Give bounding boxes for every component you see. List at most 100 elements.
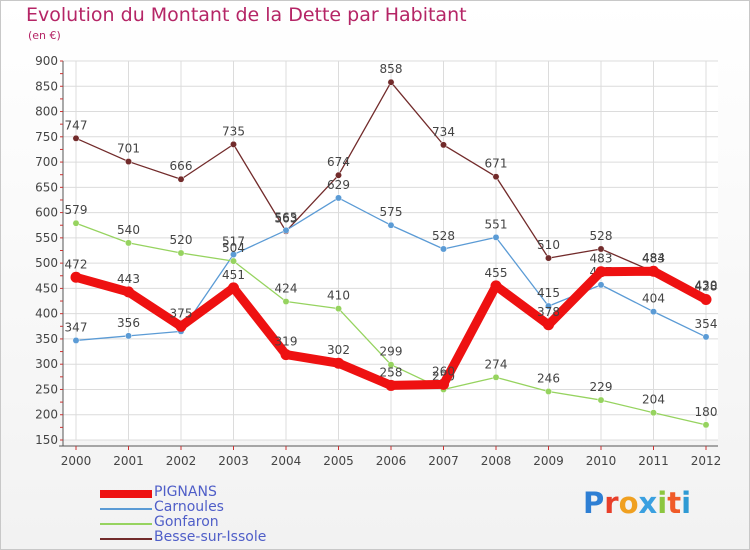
- x-tick-label: 2008: [481, 454, 512, 468]
- data-label: 563: [275, 211, 298, 225]
- data-point: [545, 302, 552, 310]
- y-tick-label: 650: [35, 180, 58, 194]
- x-tick-label: 2012: [691, 454, 722, 468]
- data-label: 734: [432, 125, 455, 139]
- data-label: 540: [117, 223, 140, 237]
- data-label: 520: [170, 233, 193, 247]
- data-label: 455: [485, 266, 508, 280]
- logo-letter: i: [681, 486, 692, 520]
- legend-swatch: [100, 538, 152, 540]
- logo-letter: i: [657, 486, 668, 520]
- legend-label: PIGNANS: [154, 484, 217, 500]
- y-tick-label: 150: [35, 433, 58, 447]
- data-label: 378: [537, 305, 560, 319]
- data-label: 671: [485, 157, 508, 171]
- logo-letter: t: [667, 486, 682, 520]
- data-point: [125, 332, 132, 340]
- data-label: 246: [537, 371, 560, 385]
- data-point: [702, 333, 710, 341]
- data-point: [72, 134, 80, 142]
- legend-swatch: [100, 523, 152, 525]
- data-point: [230, 140, 237, 148]
- x-tick-label: 2010: [586, 454, 617, 468]
- data-label: 274: [485, 357, 508, 371]
- data-point: [177, 249, 185, 257]
- data-point: [387, 361, 395, 369]
- data-point: [650, 308, 657, 316]
- y-tick-label: 550: [35, 231, 58, 245]
- y-tick-label: 750: [35, 130, 58, 144]
- y-tick-label: 800: [35, 105, 58, 119]
- y-tick-label: 900: [35, 54, 58, 68]
- data-point: [280, 349, 292, 361]
- data-point: [597, 245, 605, 253]
- y-tick-label: 700: [35, 155, 58, 169]
- data-point: [650, 409, 657, 417]
- y-tick-label: 400: [35, 307, 58, 321]
- y-tick-label: 250: [35, 382, 58, 396]
- logo-letter: x: [638, 486, 658, 520]
- data-label: 375: [170, 306, 193, 320]
- x-tick-label: 2003: [218, 454, 249, 468]
- data-label: 484: [642, 251, 665, 265]
- data-point: [125, 239, 132, 247]
- data-label: 229: [590, 380, 613, 394]
- x-tick-label: 2002: [166, 454, 197, 468]
- data-point: [72, 219, 80, 227]
- y-tick-label: 850: [35, 79, 58, 93]
- legend-swatch: [100, 490, 152, 498]
- data-label: 510: [537, 238, 560, 252]
- data-point: [597, 396, 605, 404]
- data-point: [492, 373, 500, 381]
- data-point: [387, 221, 395, 229]
- data-point: [125, 158, 132, 166]
- legend-swatch: [100, 508, 152, 510]
- data-point: [492, 233, 500, 241]
- data-point: [702, 421, 710, 429]
- data-label: 858: [380, 62, 403, 76]
- legend-label: Gonfaron: [154, 514, 219, 530]
- x-tick-label: 2001: [113, 454, 144, 468]
- x-tick-label: 2007: [428, 454, 459, 468]
- x-tick-label: 2009: [533, 454, 564, 468]
- x-tick-label: 2000: [61, 454, 92, 468]
- data-label: 629: [327, 178, 350, 192]
- data-point: [282, 226, 290, 234]
- legend-label: Besse-sur-Issole: [154, 529, 267, 545]
- data-label: 302: [327, 343, 350, 357]
- x-tick-label: 2006: [376, 454, 407, 468]
- data-point: [335, 305, 342, 313]
- data-label: 701: [117, 142, 140, 156]
- logo-letter: o: [618, 486, 639, 520]
- data-point: [545, 254, 552, 262]
- y-tick-label: 600: [35, 206, 58, 220]
- logo-letter: r: [604, 486, 619, 520]
- chart-subtitle: (en €): [28, 29, 61, 42]
- y-tick-label: 300: [35, 357, 58, 371]
- data-point: [440, 141, 447, 149]
- data-label: 204: [642, 393, 665, 407]
- data-label: 483: [642, 252, 665, 266]
- data-label: 260: [432, 364, 455, 378]
- data-label: 404: [642, 292, 665, 306]
- data-point: [228, 282, 239, 294]
- data-label: 551: [485, 217, 508, 231]
- data-label: 424: [275, 282, 298, 296]
- data-point: [387, 78, 395, 86]
- data-point: [282, 298, 290, 305]
- data-label: 483: [590, 252, 613, 266]
- data-point: [72, 336, 80, 344]
- data-label: 299: [380, 345, 403, 359]
- x-tick-label: 2011: [638, 454, 669, 468]
- y-tick-label: 500: [35, 256, 58, 270]
- data-label: 528: [590, 229, 613, 243]
- data-label: 347: [65, 320, 88, 334]
- data-label: 575: [380, 205, 403, 219]
- data-label: 428: [695, 280, 718, 294]
- legend-label: Carnoules: [154, 499, 224, 515]
- data-label: 666: [170, 159, 193, 173]
- data-label: 180: [695, 405, 718, 419]
- data-label: 528: [432, 229, 455, 243]
- data-label: 472: [65, 257, 88, 271]
- logo-letter: P: [583, 486, 605, 520]
